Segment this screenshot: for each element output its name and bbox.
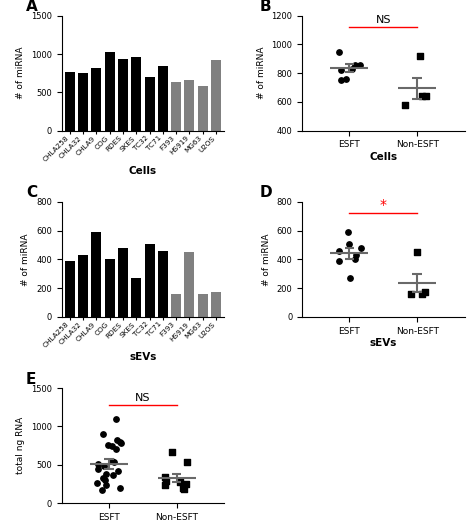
- Point: [161, 481, 169, 489]
- Text: *: *: [380, 198, 387, 212]
- Bar: [118, 59, 128, 130]
- Y-axis label: total ng RNA: total ng RNA: [16, 417, 25, 474]
- Point: [117, 438, 124, 446]
- Point: [101, 476, 109, 484]
- Bar: [184, 80, 194, 130]
- Y-axis label: # of miRNA: # of miRNA: [257, 47, 266, 100]
- Text: NS: NS: [135, 394, 151, 403]
- Bar: [78, 73, 88, 130]
- Point: [116, 484, 124, 492]
- Point: [94, 465, 102, 474]
- Text: A: A: [26, 0, 37, 14]
- Point: [335, 48, 343, 56]
- Bar: [64, 72, 74, 130]
- Point: [99, 430, 106, 438]
- Point: [346, 239, 353, 248]
- Text: E: E: [26, 372, 36, 387]
- X-axis label: Cells: Cells: [129, 166, 157, 176]
- Point: [408, 290, 415, 298]
- Bar: [211, 60, 221, 130]
- Point: [162, 473, 169, 481]
- Point: [102, 470, 109, 478]
- Bar: [198, 294, 208, 317]
- Point: [337, 76, 345, 84]
- X-axis label: sEVs: sEVs: [129, 352, 156, 362]
- Point: [114, 467, 121, 475]
- Y-axis label: # of miRNA: # of miRNA: [21, 233, 30, 286]
- Y-axis label: # of miRNA: # of miRNA: [262, 233, 271, 286]
- Point: [108, 442, 116, 451]
- Bar: [171, 294, 181, 317]
- Bar: [91, 232, 101, 317]
- Bar: [78, 255, 88, 317]
- Point: [183, 458, 191, 466]
- Point: [94, 460, 101, 468]
- Point: [100, 462, 108, 471]
- Bar: [145, 77, 155, 130]
- Point: [351, 60, 359, 69]
- Point: [117, 439, 124, 447]
- Text: NS: NS: [375, 15, 391, 25]
- Point: [176, 478, 183, 487]
- Point: [179, 484, 186, 492]
- Text: D: D: [260, 185, 273, 200]
- Point: [337, 66, 345, 74]
- Point: [346, 274, 354, 282]
- Point: [99, 474, 107, 482]
- Point: [351, 255, 359, 264]
- Point: [112, 414, 119, 423]
- Bar: [184, 252, 194, 317]
- Y-axis label: # of miRNA: # of miRNA: [16, 47, 25, 100]
- Point: [348, 64, 356, 73]
- Bar: [211, 292, 221, 317]
- Point: [162, 477, 170, 485]
- Bar: [198, 86, 208, 130]
- Bar: [158, 251, 168, 317]
- Bar: [64, 261, 74, 317]
- Bar: [158, 66, 168, 130]
- Bar: [118, 248, 128, 317]
- Bar: [105, 52, 115, 130]
- Bar: [131, 278, 141, 317]
- Point: [356, 60, 364, 69]
- Text: C: C: [26, 185, 37, 200]
- Point: [168, 447, 176, 456]
- Text: B: B: [260, 0, 272, 14]
- Point: [182, 479, 190, 488]
- Point: [109, 457, 116, 465]
- Point: [419, 92, 426, 101]
- Point: [344, 228, 352, 236]
- Bar: [171, 82, 181, 130]
- Bar: [91, 68, 101, 130]
- Bar: [145, 244, 155, 317]
- Point: [421, 288, 428, 297]
- X-axis label: Cells: Cells: [369, 152, 397, 162]
- Point: [357, 244, 365, 252]
- Point: [109, 471, 117, 479]
- Point: [113, 436, 121, 444]
- Bar: [131, 57, 141, 130]
- X-axis label: sEVs: sEVs: [370, 339, 397, 348]
- Point: [416, 52, 423, 60]
- Point: [413, 248, 421, 256]
- Bar: [105, 259, 115, 317]
- Point: [422, 92, 430, 101]
- Point: [343, 75, 350, 83]
- Point: [112, 445, 119, 454]
- Point: [418, 290, 425, 298]
- Point: [181, 485, 188, 494]
- Point: [104, 441, 112, 449]
- Point: [102, 481, 109, 489]
- Point: [98, 486, 106, 494]
- Point: [335, 257, 343, 265]
- Point: [335, 247, 343, 255]
- Point: [401, 101, 409, 109]
- Point: [93, 479, 101, 487]
- Point: [110, 458, 118, 466]
- Point: [353, 251, 360, 259]
